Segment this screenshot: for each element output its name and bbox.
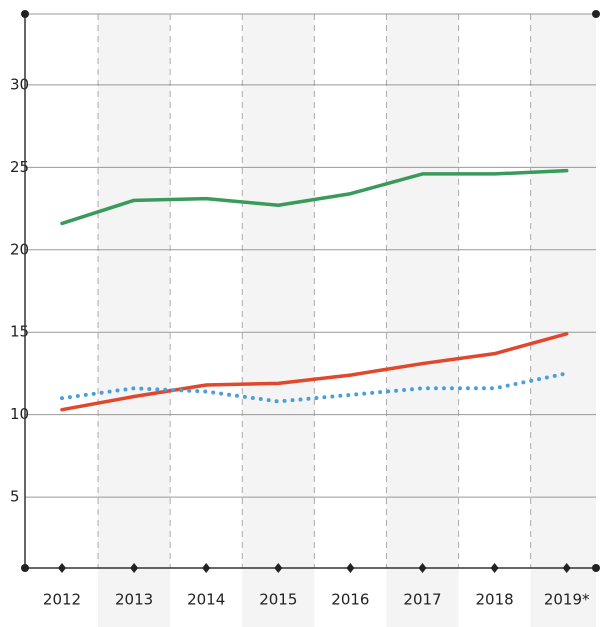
column-shade: [242, 14, 315, 627]
x-tick-marker: [490, 563, 499, 573]
x-tick-label: 2014: [187, 591, 225, 609]
series-line: [60, 168, 569, 226]
column-shade: [386, 14, 459, 627]
y-tick-label: 25: [10, 158, 29, 176]
x-tick-label: 2013: [115, 591, 153, 609]
column-shade: [98, 14, 171, 627]
x-tick-marker: [346, 563, 355, 573]
x-tick-label: 2012: [43, 591, 81, 609]
corner-dot: [21, 564, 29, 572]
y-tick-label: 20: [10, 240, 29, 258]
x-tick-label: 2017: [403, 591, 441, 609]
x-tick-marker: [202, 563, 211, 573]
series-line: [60, 332, 569, 412]
series-line: [60, 371, 569, 404]
y-tick-label: 5: [10, 488, 20, 506]
x-tick-label: 2019*: [544, 591, 590, 609]
x-tick-marker: [130, 563, 139, 573]
x-tick-marker: [562, 563, 571, 573]
y-tick-label: 30: [10, 75, 29, 93]
corner-dot: [21, 10, 29, 18]
corner-dot: [592, 10, 600, 18]
x-tick-marker: [418, 563, 427, 573]
x-tick-label: 2018: [476, 591, 514, 609]
x-tick-marker: [58, 563, 66, 573]
y-tick-label: 10: [10, 405, 29, 423]
x-tick-label: 2016: [331, 591, 369, 609]
x-tick-marker: [274, 563, 283, 573]
column-shade: [530, 14, 596, 627]
corner-dot: [592, 564, 600, 572]
y-tick-label: 15: [10, 323, 29, 341]
x-tick-label: 2015: [259, 591, 297, 609]
